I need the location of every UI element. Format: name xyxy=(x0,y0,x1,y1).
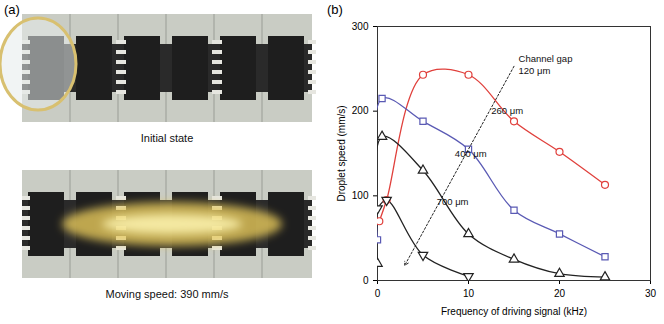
svg-text:10: 10 xyxy=(463,288,475,299)
svg-text:Initial state: Initial state xyxy=(141,132,194,144)
svg-text:260 μm: 260 μm xyxy=(491,105,523,116)
svg-text:400 μm: 400 μm xyxy=(455,148,487,159)
svg-text:200: 200 xyxy=(352,105,369,116)
svg-text:120 μm: 120 μm xyxy=(519,65,551,76)
html-text:(a): (a) xyxy=(4,2,20,17)
svg-text:0: 0 xyxy=(375,288,381,299)
html-text:(b): (b) xyxy=(327,2,343,17)
svg-text:20: 20 xyxy=(554,288,566,299)
svg-text:30: 30 xyxy=(645,288,657,299)
svg-text:700 μm: 700 μm xyxy=(437,196,469,207)
svg-text:Channel gap: Channel gap xyxy=(519,53,573,64)
svg-text:100: 100 xyxy=(352,190,369,201)
svg-text:Frequency of driving signal (k: Frequency of driving signal (kHz) xyxy=(441,306,587,317)
svg-text:0: 0 xyxy=(363,275,369,286)
svg-text:300: 300 xyxy=(352,21,369,32)
svg-text:Droplet speed (mm/s): Droplet speed (mm/s) xyxy=(336,105,347,201)
svg-text:Moving speed: 390 mm/s: Moving speed: 390 mm/s xyxy=(106,288,229,300)
